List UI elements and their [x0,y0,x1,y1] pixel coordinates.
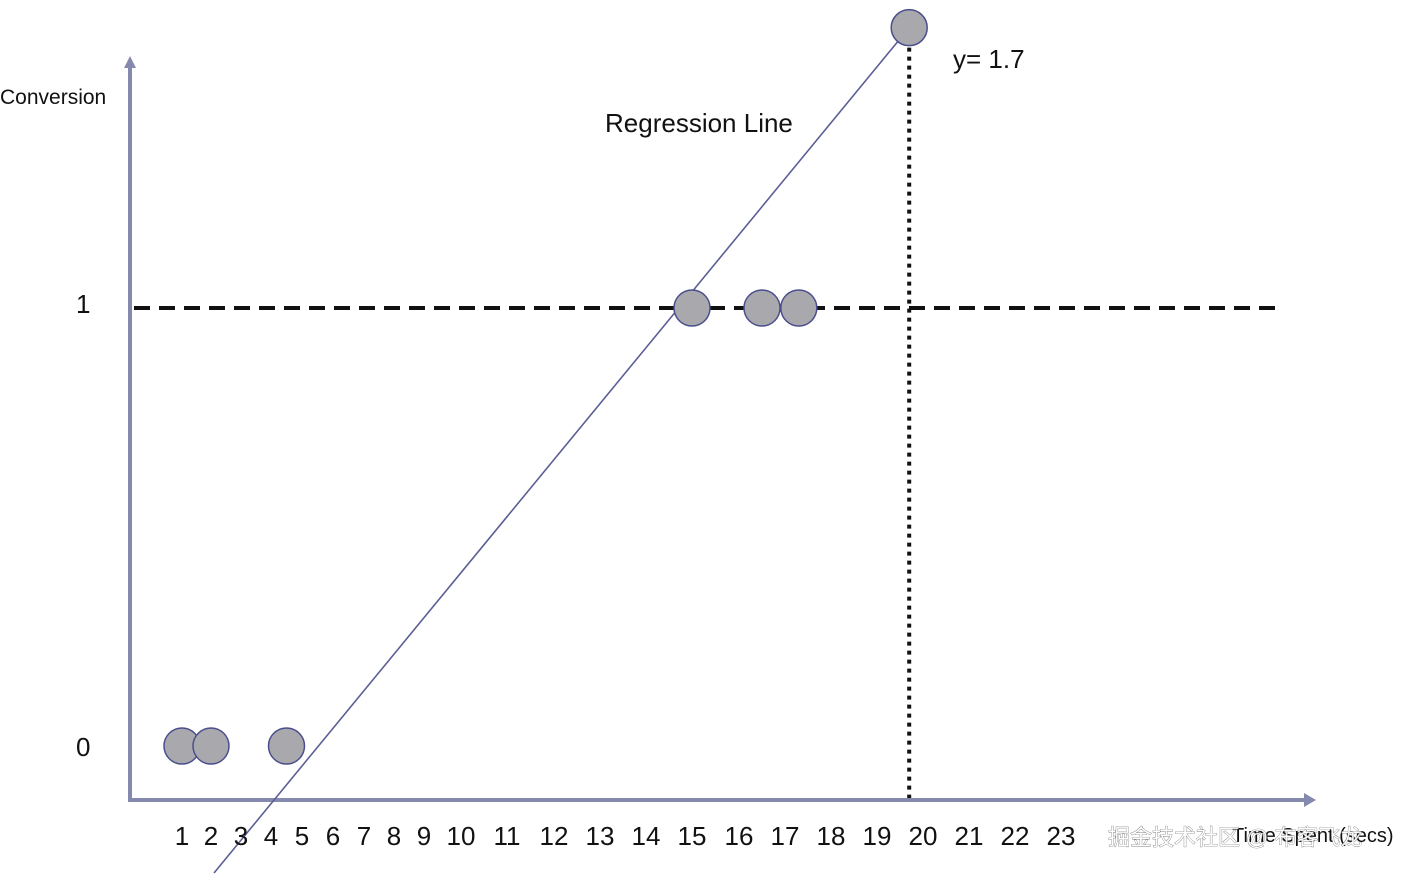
x-tick-labels: 1 2 3 4 5 6 7 8 9 10 11 12 13 14 15 16 17 18 19 20 21 22 23 [175,821,1076,851]
x-axis-label: Time Spent (secs) [1232,825,1394,847]
x-tick-label: 15 [678,821,707,851]
x-tick-label: 2 [204,821,218,851]
x-tick-label: 11 [494,821,521,851]
x-tick-label: 23 [1047,821,1076,851]
data-point [780,289,818,327]
data-point [673,289,711,327]
x-tick-label: 7 [357,821,371,851]
x-tick-label: 9 [417,821,431,851]
x-tick-label: 1 [175,821,189,851]
watermark: 掘金技术社区 @ 布客飞龙 [1108,825,1363,850]
x-tick-label: 16 [725,821,754,851]
x-tick-label: 22 [1001,821,1030,851]
x-tick-label: 14 [632,821,661,851]
highlight-point [890,8,928,47]
data-point [743,289,781,327]
x-tick-label: 6 [326,821,340,851]
x-tick-label: 3 [234,821,248,851]
x-axis-arrow-icon [1304,793,1316,807]
x-tick-label: 21 [955,821,984,851]
axes [124,56,1316,807]
regression-line-label: Regression Line [605,108,793,138]
x-tick-label: 8 [387,821,401,851]
data-point [267,727,306,765]
x-tick-label: 5 [295,821,309,851]
x-tick-label: 18 [817,821,846,851]
data-points [163,8,928,765]
y-axis-arrow-icon [124,56,136,68]
highlight-label: y= 1.7 [953,44,1025,74]
x-tick-label: 20 [909,821,938,851]
y-tick-label: 0 [76,732,90,762]
data-point [192,727,230,765]
x-tick-label: 12 [540,821,569,851]
regression-line [213,27,910,874]
x-tick-label: 10 [447,821,476,851]
x-tick-label: 13 [586,821,615,851]
x-tick-label: 4 [264,821,278,851]
x-tick-label: 19 [863,821,892,851]
x-tick-label: 17 [771,821,800,851]
y-tick-label: 1 [76,289,90,319]
y-axis-label: Conversion [0,86,106,109]
